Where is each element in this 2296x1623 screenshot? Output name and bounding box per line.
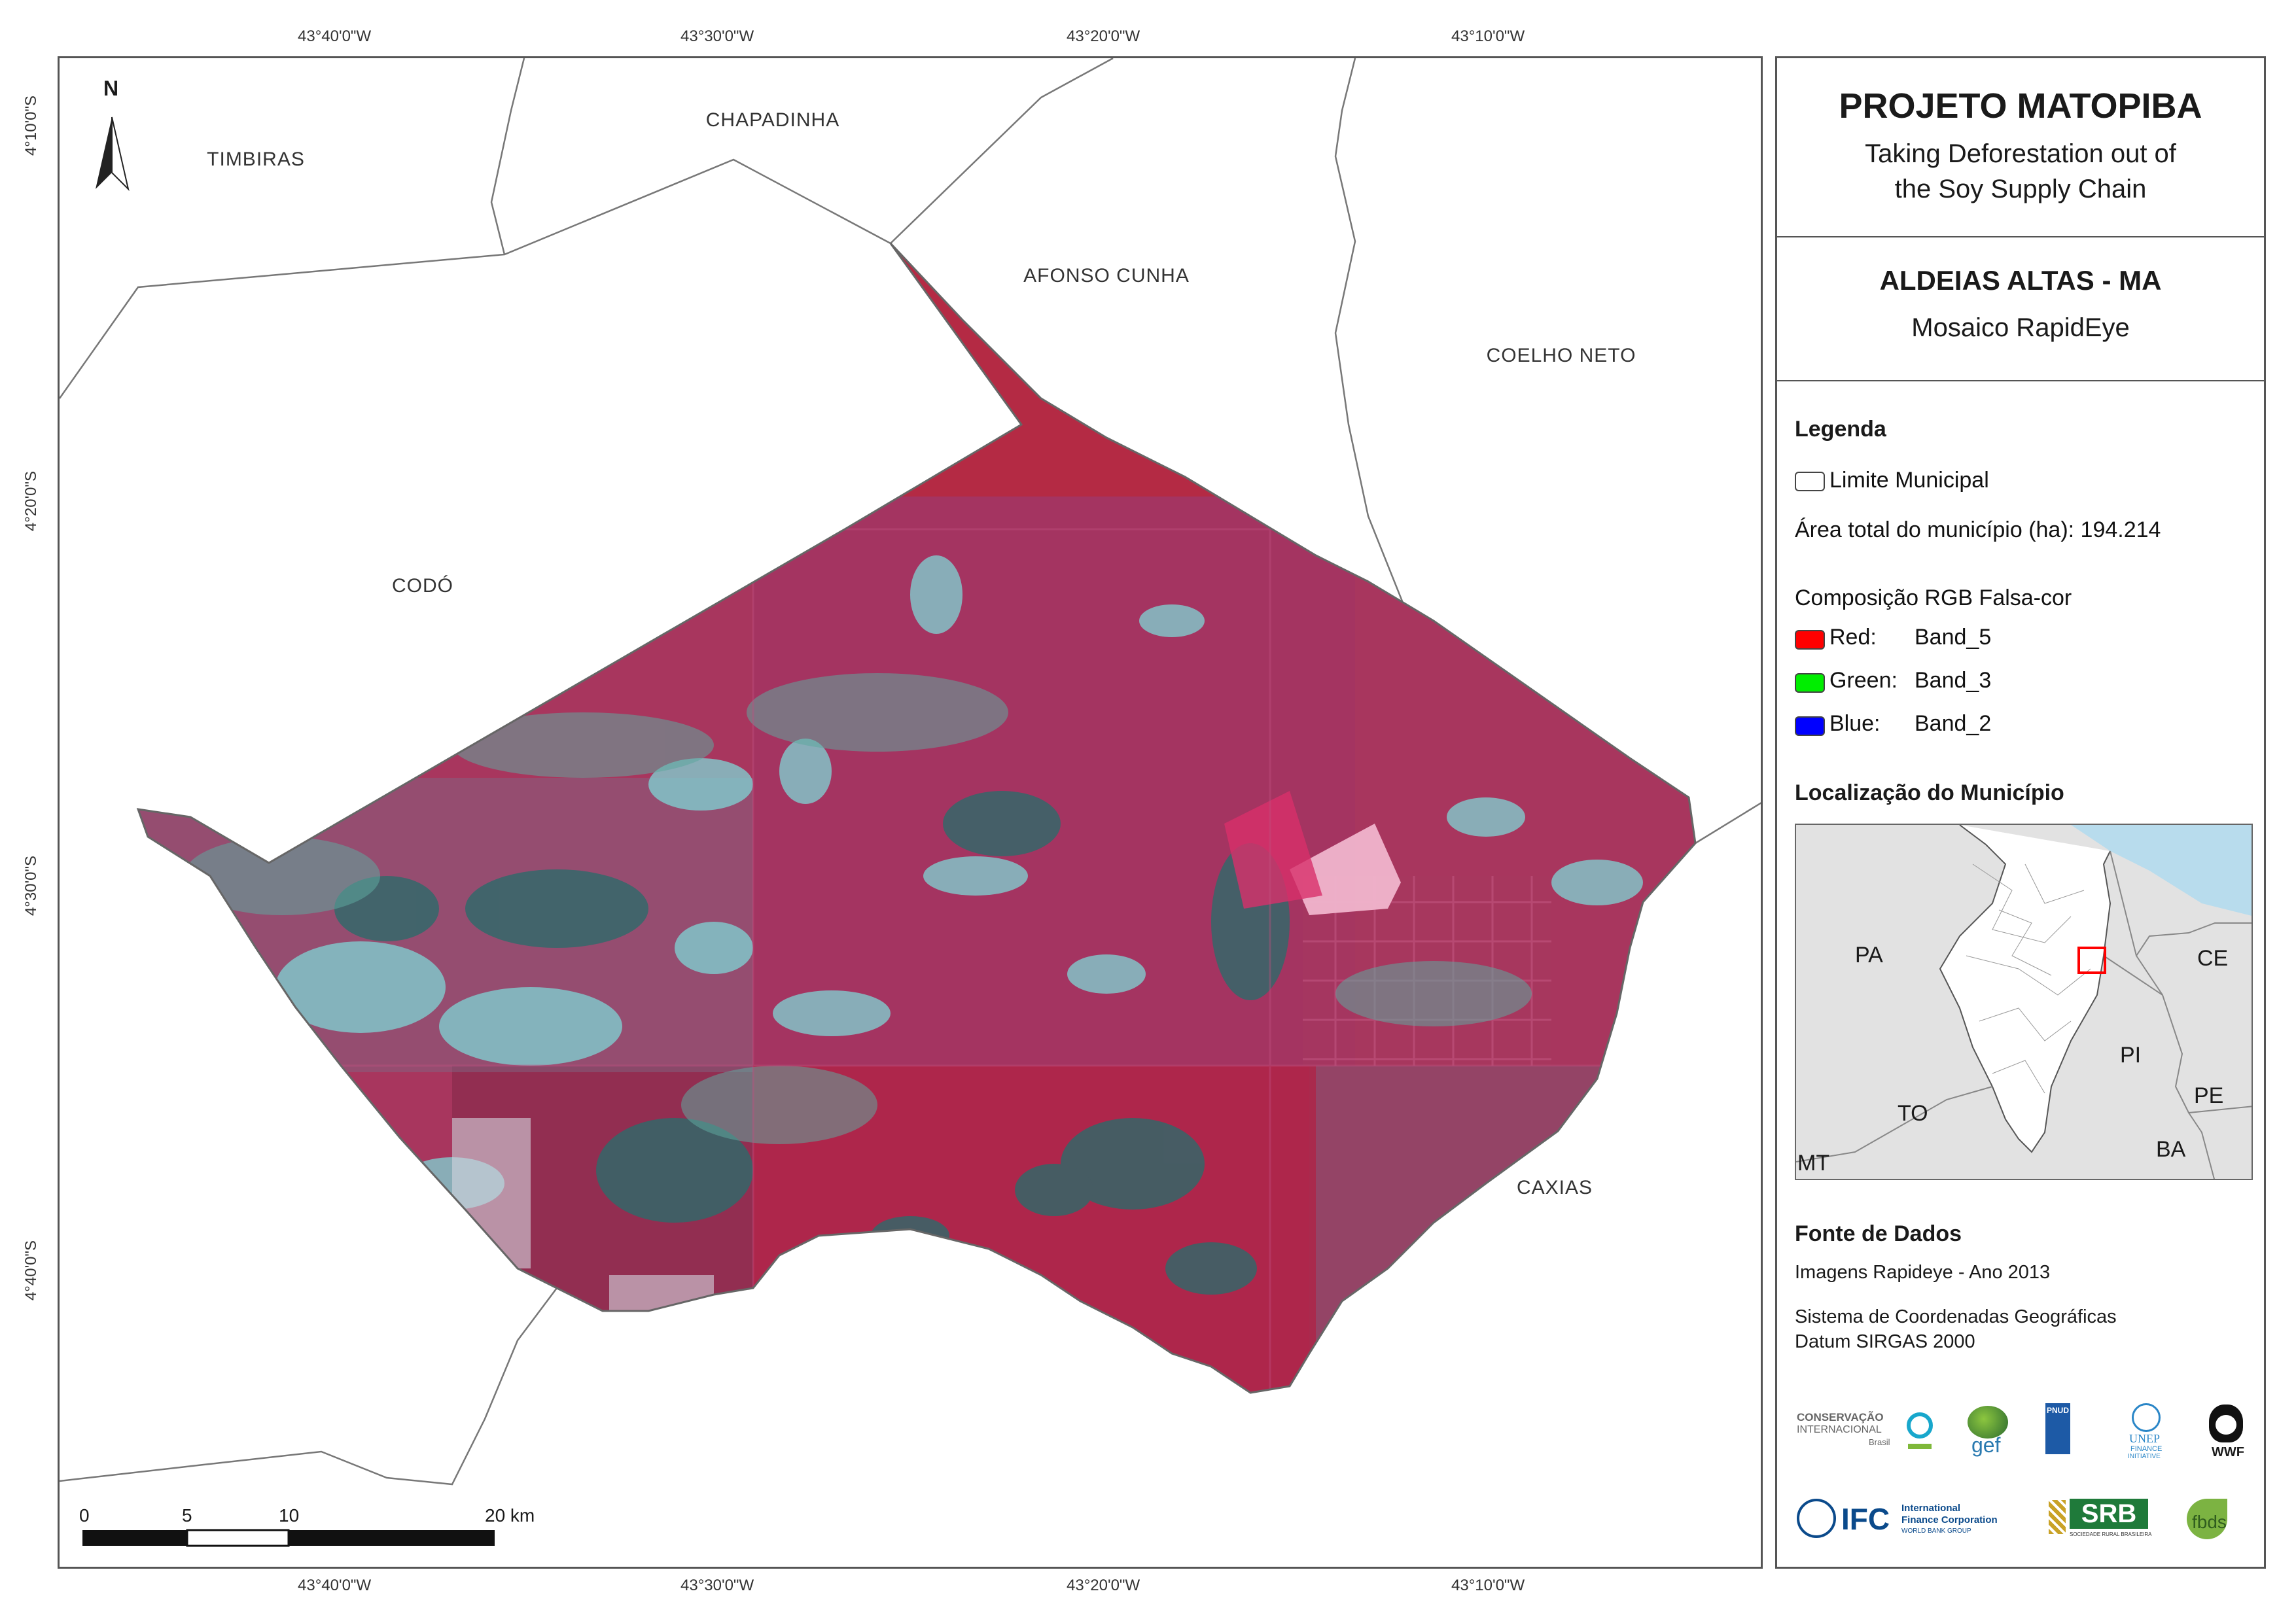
logo-ifc-sub1: International [1901, 1503, 1961, 1514]
legend-area: Área total do município (ha): 194.214 [1795, 517, 2161, 542]
north-arrow-label: N [103, 77, 119, 100]
logo-ci-line1: CONSERVAÇÃO [1797, 1411, 1884, 1423]
crs-line-2: Datum SIRGAS 2000 [1795, 1331, 1975, 1352]
logo-fbds-text: fbds [2192, 1512, 2227, 1532]
band-blue-value: Band_2 [1915, 711, 1992, 736]
logo-wwf-text: WWF [2212, 1445, 2244, 1459]
logo-unep-line3: INITIATIVE [2128, 1453, 2161, 1460]
legend-boundary-label: Limite Municipal [1829, 468, 1989, 493]
band-red-value: Band_5 [1915, 625, 1992, 650]
coord-top-3: 43°20'0"W [1067, 27, 1140, 45]
logo-ifc-sub2: Finance Corporation [1901, 1514, 1998, 1526]
scale-bar-graphic [82, 1529, 495, 1547]
logo-srb: SRB SOCIEDADE RURAL BRASILEIRA [2049, 1497, 2166, 1543]
logo-ci-line2: INTERNACIONAL [1797, 1424, 1882, 1435]
logo-srb-wheat-icon [2049, 1500, 2066, 1534]
logo-gef: gef [1964, 1406, 2016, 1458]
logo-ci-line3: Brasil [1869, 1437, 1890, 1447]
info-panel: PROJETO MATOPIBA Taking Deforestation ou… [1775, 56, 2266, 1569]
band-red-swatch [1795, 630, 1825, 650]
band-green-channel: Green: [1829, 668, 1898, 693]
location-heading: Localização do Município [1795, 780, 2064, 805]
scale-tick-10: 10 [279, 1505, 300, 1526]
logo-ifc-globe-icon [1797, 1499, 1836, 1538]
label-codo: CODÓ [392, 575, 453, 597]
project-header: PROJETO MATOPIBA Taking Deforestation ou… [1777, 58, 2264, 237]
satellite-mosaic [138, 243, 1695, 1393]
logo-srb-text: SRB [2070, 1499, 2148, 1529]
coord-left-4: 4°40'0"S [22, 1240, 41, 1301]
logo-ifc-text: IFC [1841, 1502, 1890, 1536]
coord-top-2: 43°30'0"W [680, 27, 754, 45]
project-subtitle-2: the Soy Supply Chain [1894, 175, 2147, 203]
logo-ci-icon [1907, 1412, 1933, 1439]
coord-bottom-1: 43°40'0"W [298, 1577, 372, 1594]
locator-highlight-box [2077, 947, 2106, 974]
coord-bottom-2: 43°30'0"W [680, 1577, 754, 1594]
locator-label-pe: PE [2194, 1083, 2224, 1108]
crs-line-1: Sistema de Coordenadas Geográficas [1795, 1306, 2117, 1327]
locator-label-ce: CE [2197, 946, 2229, 971]
band-green-swatch [1795, 673, 1825, 693]
logo-conservacao: CONSERVAÇÃO INTERNACIONAL Brasil [1797, 1408, 1947, 1454]
locator-label-pi: PI [2120, 1043, 2142, 1068]
map-title-block: ALDEIAS ALTAS - MA Mosaico RapidEye [1777, 236, 2264, 381]
coord-left-2: 4°20'0"S [22, 470, 41, 532]
logo-pnud-box-icon: PNUD [2045, 1403, 2070, 1454]
scale-tick-20: 20 km [485, 1505, 535, 1526]
logo-srb-sub: SOCIEDADE RURAL BRASILEIRA [2070, 1531, 2152, 1537]
logo-fbds: fbds [2183, 1492, 2248, 1544]
scale-tick-5: 5 [182, 1505, 192, 1526]
coord-left-3: 4°30'0"S [22, 855, 41, 916]
municipal-boundaries [60, 58, 1761, 1486]
locator-label-mt: MT [1797, 1151, 1830, 1176]
logo-fbds-leaf-icon [2187, 1499, 2227, 1539]
project-title: PROJETO MATOPIBA [1839, 86, 2202, 126]
coord-bottom-3: 43°20'0"W [1067, 1577, 1140, 1594]
map-subtitle: Mosaico RapidEye [1911, 313, 2130, 342]
scale-tick-0: 0 [79, 1505, 90, 1526]
label-caxias: CAXIAS [1516, 1177, 1593, 1198]
sources-heading: Fonte de Dados [1795, 1221, 1962, 1246]
map-frame[interactable]: N TIMBIRAS CHAPADINHA AFONSO CUNHA COELH… [58, 56, 1763, 1569]
source-images: Imagens Rapideye - Ano 2013 [1795, 1262, 2051, 1283]
coord-left-1: 4°10'0"S [22, 95, 41, 156]
logo-pnud: PNUD [2045, 1403, 2104, 1462]
logo-unep-icon [2132, 1403, 2161, 1432]
label-timbiras: TIMBIRAS [207, 148, 305, 170]
legend-boundary-swatch [1795, 472, 1825, 491]
band-red-channel: Red: [1829, 625, 1877, 650]
locator-map[interactable]: PA CE PI PE TO BA MT [1795, 824, 2253, 1180]
project-subtitle-1: Taking Deforestation out of [1865, 139, 2176, 168]
coord-top-4: 43°10'0"W [1451, 27, 1525, 45]
label-chapadinha: CHAPADINHA [705, 109, 840, 131]
logo-unep-line1: UNEP [2129, 1432, 2161, 1445]
logo-pnud-caption [2073, 1442, 2075, 1450]
label-coelho-neto: COELHO NETO [1486, 345, 1636, 366]
logo-wwf: WWF [2204, 1403, 2250, 1462]
band-blue-channel: Blue: [1829, 711, 1881, 736]
coord-bottom-4: 43°10'0"W [1451, 1577, 1525, 1594]
north-arrow-icon [96, 116, 130, 192]
logo-unep: UNEP FINANCE INITIATIVE [2124, 1403, 2176, 1462]
locator-label-pa: PA [1855, 943, 1883, 968]
band-green-value: Band_3 [1915, 668, 1992, 693]
label-afonso-cunha: AFONSO CUNHA [1023, 265, 1190, 287]
logo-wwf-face [2216, 1415, 2236, 1435]
logo-gef-text: gef [1971, 1433, 2001, 1457]
map-title: ALDEIAS ALTAS - MA [1879, 265, 2162, 296]
locator-label-to: TO [1898, 1101, 1928, 1126]
logo-ifc-sub3: WORLD BANK GROUP [1901, 1527, 1971, 1535]
legend-heading: Legenda [1795, 417, 1886, 442]
logo-ci-bar [1908, 1444, 1932, 1449]
locator-label-ba: BA [2156, 1137, 2186, 1162]
coord-top-1: 43°40'0"W [298, 27, 372, 45]
map-canvas[interactable] [60, 58, 1763, 1569]
logo-ifc: IFC International Finance Corporation WO… [1797, 1497, 2032, 1543]
logo-gef-globe-icon [1968, 1406, 2008, 1439]
logo-unep-line2: FINANCE [2130, 1445, 2163, 1453]
legend-rgb-heading: Composição RGB Falsa-cor [1795, 585, 2072, 610]
band-blue-swatch [1795, 716, 1825, 736]
